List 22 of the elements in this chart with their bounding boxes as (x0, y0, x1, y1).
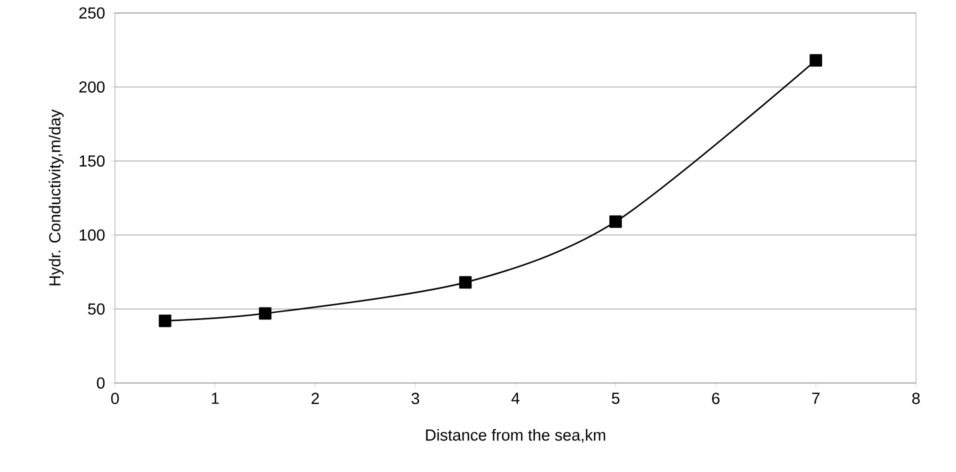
x-tick-label: 8 (912, 392, 920, 404)
x-tick-label: 1 (212, 392, 219, 404)
x-tick-label: 5 (612, 392, 620, 404)
y-tick-label: 200 (79, 81, 105, 93)
y-axis-title: Hydr. Conductivity,m/day (48, 109, 64, 286)
y-tick-label: 150 (80, 155, 105, 167)
x-tick-label: 0 (111, 392, 119, 404)
y-tick-label: 100 (80, 229, 105, 241)
point (258, 307, 272, 320)
point (459, 276, 472, 289)
y-tick-label: 50 (88, 303, 105, 315)
x-tick-label: 4 (511, 392, 520, 404)
x-tick-label: 6 (712, 392, 720, 404)
point (158, 314, 172, 328)
point (609, 215, 622, 228)
x-tick-label: 7 (812, 392, 820, 404)
x-tick-label: 2 (312, 392, 319, 404)
point (810, 54, 822, 67)
y-tick-label: 250 (79, 7, 105, 19)
x-axis-title: Distance from the sea,km (426, 428, 606, 443)
y-tick-label: 0 (96, 377, 105, 389)
x-tick-label: 3 (412, 392, 420, 404)
